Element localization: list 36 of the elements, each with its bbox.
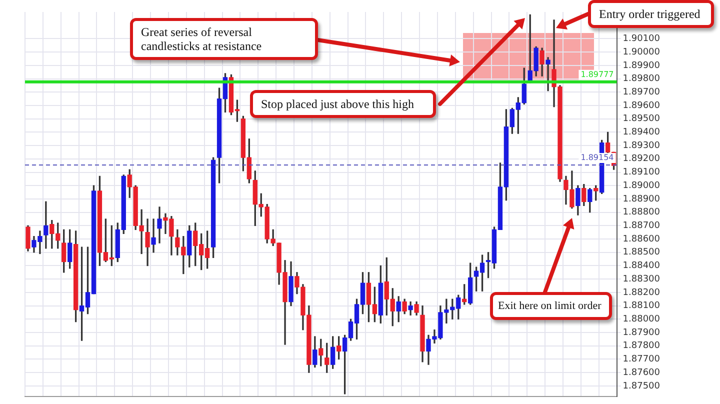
candlestick: [546, 57, 550, 92]
callout-box: Great series of reversal candlesticks at resistance: [130, 18, 318, 60]
y-tick-label: 1.89300: [622, 140, 660, 151]
y-tick-label: 1.88600: [622, 234, 660, 244]
y-tick-label: 1.88200: [622, 288, 660, 298]
y-tick-label: 1.88700: [622, 221, 660, 232]
y-tick-label: 1.89000: [622, 180, 660, 191]
ref-line-label: 1.89777: [580, 70, 614, 79]
y-tick-label: 1.90000: [622, 47, 660, 58]
y-tick-label: 1.88300: [622, 274, 660, 284]
y-tick-label: 1.87500: [622, 381, 660, 392]
y-tick-label: 1.87800: [622, 341, 660, 352]
y-tick-label: 1.88900: [622, 194, 660, 204]
y-tick-label: 1.89100: [622, 168, 660, 178]
candlestick: [44, 201, 48, 249]
y-tick-label: 1.88100: [622, 301, 660, 312]
y-tick-label: 1.87600: [622, 368, 660, 378]
y-tick-label: 1.88500: [622, 248, 660, 258]
y-tick-label: 1.89400: [622, 128, 660, 138]
ref-line-label: 1.89154: [580, 153, 614, 162]
y-tick-label: 1.87700: [622, 354, 660, 365]
y-tick-label: 1.89700: [622, 87, 660, 98]
y-tick-label: 1.87900: [622, 328, 660, 338]
y-tick-label: 1.89500: [622, 114, 660, 124]
y-tick-label: 1.90100: [622, 34, 660, 44]
y-tick-label: 1.88000: [622, 314, 660, 324]
y-tick-label: 1.89800: [622, 74, 660, 84]
callout-box: Entry order triggered: [588, 0, 714, 28]
callout-box: Stop placed just above this high: [250, 90, 436, 118]
y-tick-label: 1.88800: [622, 208, 660, 218]
y-tick-label: 1.89600: [622, 100, 660, 111]
y-tick-label: 1.89900: [622, 60, 660, 71]
callout-box: Exit here on limit order: [490, 292, 612, 320]
y-tick-label: 1.89200: [622, 154, 660, 164]
candlestick: [151, 218, 156, 253]
y-tick-label: 1.88400: [622, 261, 660, 272]
